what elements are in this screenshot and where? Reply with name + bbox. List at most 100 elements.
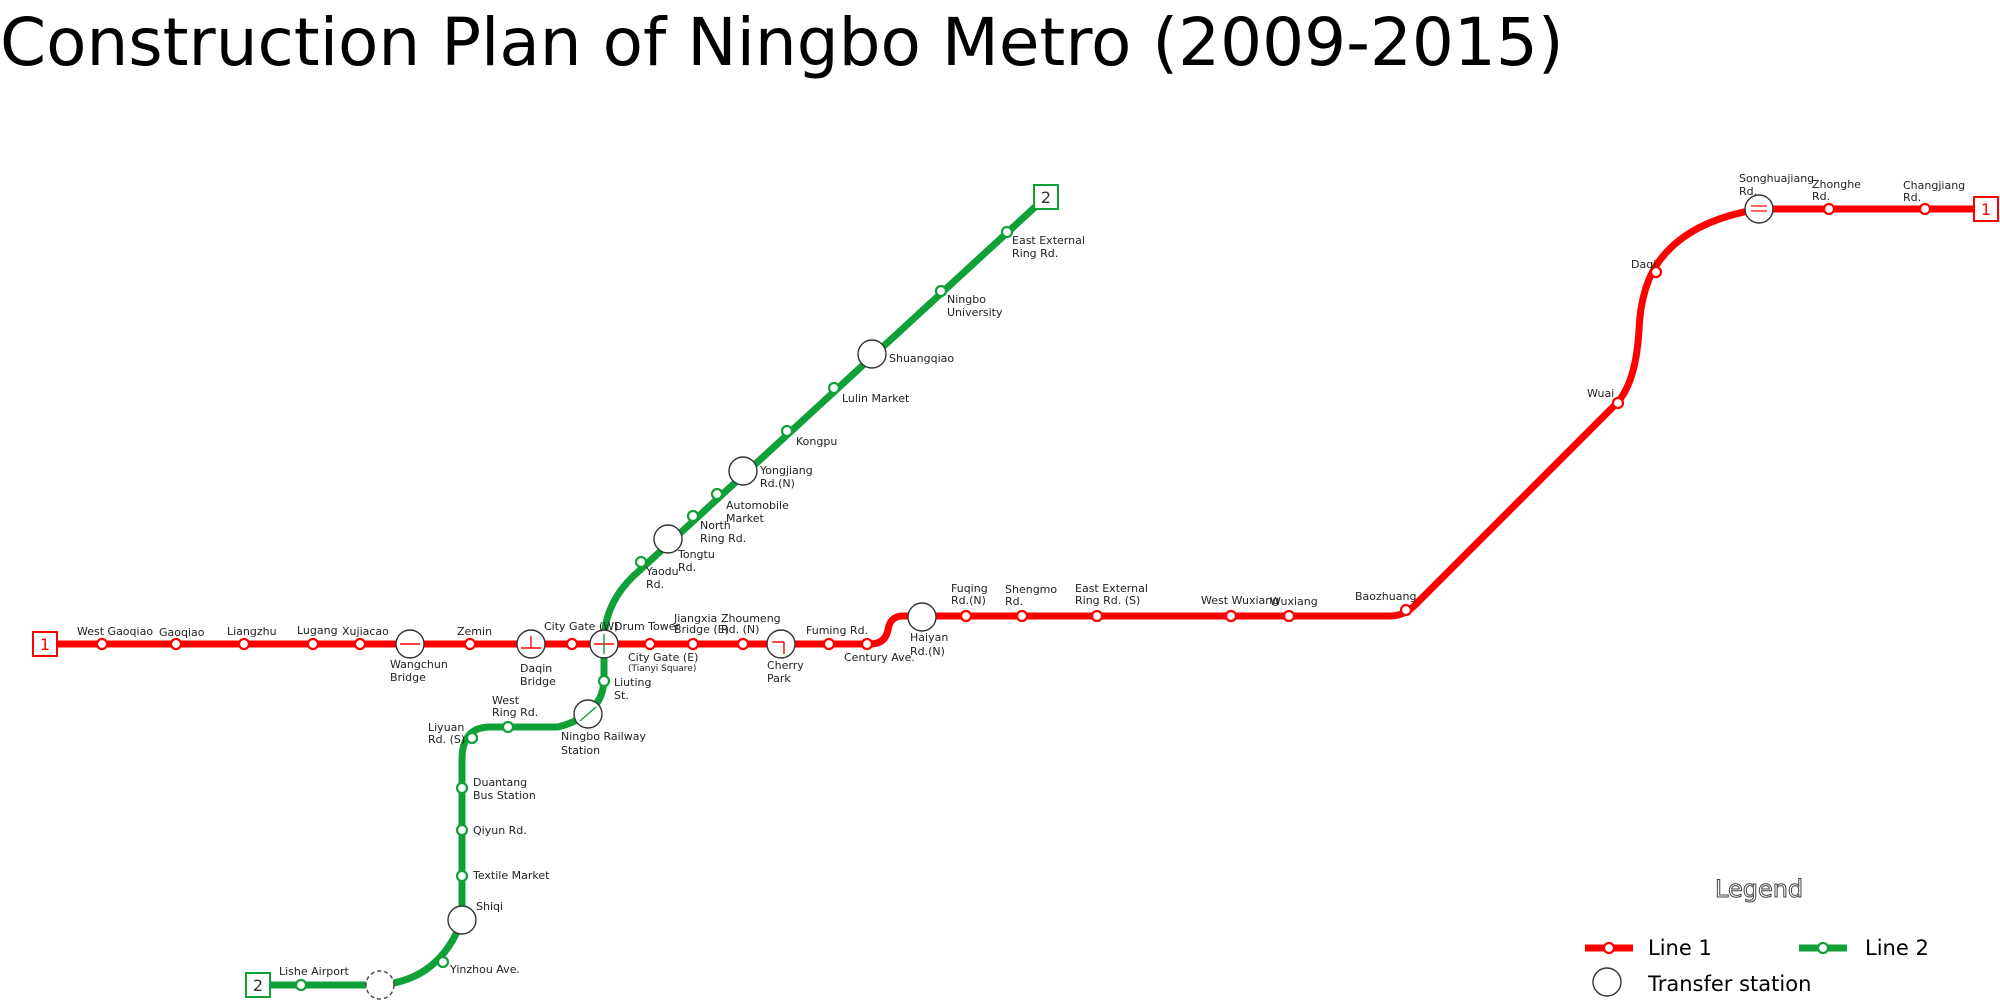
label-textile-market: Textile Market: [472, 869, 550, 882]
transfer-wangchun-bridge[interactable]: [395, 629, 425, 659]
transfer-haiyan-rd-n[interactable]: [907, 602, 937, 632]
svg-text:Qiyun Rd.: Qiyun Rd.: [473, 824, 527, 837]
station-dot-liangzhu[interactable]: [237, 637, 251, 651]
station-dot-qiyun-rd[interactable]: [455, 823, 469, 837]
label-city-gate-w: City Gate (W): [544, 620, 618, 633]
line-2-number-south: 2: [253, 976, 263, 995]
future-station-marker: [365, 970, 395, 1000]
map-title: Construction Plan of Ningbo Metro (2009-…: [0, 4, 1564, 81]
station-dot-changjiang-rd[interactable]: [1918, 202, 1932, 216]
label-shengmo-1: Shengmo: [1005, 583, 1057, 596]
station-dot-yinzhou-ave[interactable]: [436, 955, 450, 969]
station-dot-north-ring-rd[interactable]: [686, 509, 700, 523]
legend-line-1-symbol: [1585, 941, 1633, 955]
station-dot-lugang[interactable]: [306, 637, 320, 651]
station-dot-city-gate-w[interactable]: [565, 637, 579, 651]
label-jiangxia-bridge-2: Bridge (E): [674, 623, 729, 636]
svg-text:Liangzhu: Liangzhu: [227, 625, 277, 638]
label-songhuajiang-2: Rd.: [1739, 185, 1757, 198]
station-dot-lulin-market[interactable]: [827, 381, 841, 395]
line-1-terminus-east[interactable]: 1: [1973, 196, 1999, 222]
station-dot-lishe-airport[interactable]: [294, 978, 308, 992]
station-dot-wuxiang[interactable]: [1282, 609, 1296, 623]
line-2-terminus-south[interactable]: 2: [245, 972, 271, 998]
station-dot-automobile-market[interactable]: [710, 487, 724, 501]
label-cherry-park-1: Cherry: [767, 659, 804, 672]
transfer-tongtu-rd[interactable]: [653, 524, 683, 554]
svg-text:Baozhuang: Baozhuang: [1355, 590, 1416, 603]
station-dot-city-gate-e[interactable]: [643, 637, 657, 651]
svg-text:Textile Market: Textile Market: [472, 869, 550, 882]
label-wuxiang: Wuxiang: [1270, 595, 1318, 608]
line-1-number-east: 1: [1981, 200, 1991, 219]
station-dot-xujiacao[interactable]: [353, 637, 367, 651]
transfer-shuangqiao[interactable]: [857, 339, 887, 369]
station-dot-textile-market[interactable]: [455, 869, 469, 883]
station-dot-shengmo-rd[interactable]: [1015, 609, 1029, 623]
station-dot-baozhuang[interactable]: [1399, 603, 1413, 617]
line-1-terminus-west[interactable]: 1: [32, 631, 58, 657]
label-liangzhu: Liangzhu: [227, 625, 277, 638]
legend-title: Legend: [1715, 875, 1803, 903]
label-ningbo-university-2: University: [947, 306, 1003, 319]
station-dot-west-ring-rd[interactable]: [501, 720, 515, 734]
station-dot-liyuan-rd-s[interactable]: [465, 731, 479, 745]
label-wuai: Wuai: [1587, 387, 1614, 400]
transfer-ningbo-railway-station[interactable]: [573, 699, 603, 729]
station-dot-zhonghe-rd[interactable]: [1822, 202, 1836, 216]
station-dot-zhoumeng-rd-n[interactable]: [736, 637, 750, 651]
svg-text:Fuming Rd.: Fuming Rd.: [806, 624, 868, 637]
label-fuming-rd: Fuming Rd.: [806, 624, 868, 637]
transfer-yongjiang-rd-n[interactable]: [728, 456, 758, 486]
transfer-cherry-park[interactable]: [766, 629, 796, 659]
station-dot-gaoqiao[interactable]: [169, 637, 183, 651]
station-dot-west-gaoqiao[interactable]: [95, 637, 109, 651]
label-city-gate-e-sub: (Tianyi Square): [628, 664, 696, 674]
station-dot-kongpu[interactable]: [780, 424, 794, 438]
transfer-songhuajiang-rd[interactable]: [1744, 194, 1774, 224]
station-dot-liuting-st[interactable]: [597, 674, 611, 688]
station-dot-ningbo-university[interactable]: [934, 284, 948, 298]
line-1-route: [48, 205, 1985, 648]
station-dot-west-wuxiang[interactable]: [1224, 609, 1238, 623]
label-liyuan-1: Liyuan: [428, 721, 464, 734]
station-labels: West Gaoqiao Gaoqiao Liangzhu Lugang Xuj…: [77, 172, 1965, 978]
line-2-terminus-north[interactable]: 2: [1033, 184, 1059, 210]
label-west-wuxiang: West Wuxiang: [1201, 594, 1279, 607]
label-automobile-2: Market: [726, 512, 764, 525]
label-city-gate-e: City Gate (E): [628, 651, 698, 664]
station-dot-east-external-ring-rd-s[interactable]: [1090, 609, 1104, 623]
station-dot-fuqing-rd-n[interactable]: [959, 609, 973, 623]
transfer-shiqi[interactable]: [447, 905, 477, 935]
label-changjiang-1: Changjiang: [1903, 179, 1965, 192]
station-dot-daqi[interactable]: [1649, 265, 1663, 279]
label-wangchun-bridge-1: Wangchun: [390, 658, 448, 671]
label-yinzhou-ave: Yinzhou Ave.: [449, 963, 520, 976]
label-baozhuang: Baozhuang: [1355, 590, 1416, 603]
station-dot-fuming-rd[interactable]: [822, 637, 836, 651]
label-east-ext-s-1: East External: [1075, 582, 1148, 595]
station-dot-duantang-bus-station[interactable]: [455, 781, 469, 795]
svg-text:Shuangqiao: Shuangqiao: [889, 352, 954, 365]
label-fuqing-2: Rd.(N): [951, 594, 986, 607]
station-dot-east-external-ring-rd[interactable]: [1000, 225, 1014, 239]
station-dot-zemin[interactable]: [463, 637, 477, 651]
label-gaoqiao: Gaoqiao: [159, 626, 205, 639]
station-dot-wuai[interactable]: [1611, 396, 1625, 410]
label-yaodu-1: Yaodu: [645, 565, 679, 578]
transfer-drum-tower[interactable]: [589, 629, 619, 659]
transfer-daqin-bridge[interactable]: [516, 629, 546, 659]
station-dot-jiangxia-bridge-e[interactable]: [686, 637, 700, 651]
station-dot-yaodu-rd[interactable]: [634, 555, 648, 569]
svg-text:Yinzhou Ave.: Yinzhou Ave.: [449, 963, 520, 976]
label-haiyan-1: Haiyan: [910, 631, 948, 644]
svg-text:Kongpu: Kongpu: [796, 435, 837, 448]
station-dot-century-ave[interactable]: [860, 637, 874, 651]
svg-text:(Tianyi Square): (Tianyi Square): [628, 664, 696, 674]
